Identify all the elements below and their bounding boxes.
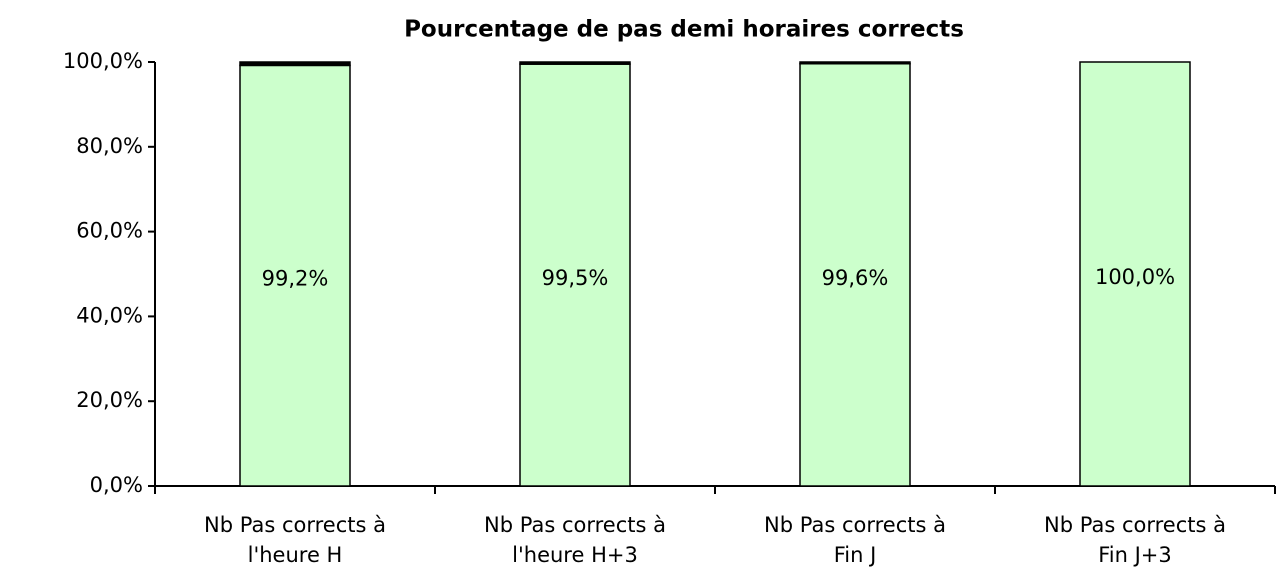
- bar-segment: [519, 63, 631, 487]
- bar-segment: [239, 64, 351, 487]
- data-label: 99,5%: [542, 266, 609, 290]
- x-tick-label: l'heure H: [248, 543, 343, 567]
- bar-segment: [519, 61, 631, 65]
- x-tick-label: Nb Pas corrects à: [1044, 513, 1226, 537]
- chart-title: Pourcentage de pas demi horaires correct…: [404, 17, 964, 43]
- x-tick-label: Nb Pas corrects à: [484, 513, 666, 537]
- x-tick-label: Nb Pas corrects à: [764, 513, 946, 537]
- y-tick-label: 0,0%: [90, 473, 143, 497]
- y-tick-label: 100,0%: [63, 49, 143, 73]
- x-tick-label: Fin J: [834, 543, 877, 567]
- bar-segment: [799, 61, 911, 65]
- bar-segment: [1079, 61, 1191, 487]
- x-tick-label: Fin J+3: [1098, 543, 1172, 567]
- y-tick-label: 40,0%: [76, 303, 143, 327]
- y-tick-label: 80,0%: [76, 134, 143, 158]
- y-tick-label: 60,0%: [76, 219, 143, 243]
- data-label: 99,6%: [822, 266, 889, 290]
- bar-segment: [239, 61, 351, 67]
- bar-segment: [799, 62, 911, 487]
- data-label: 99,2%: [262, 267, 329, 291]
- x-tick-label: l'heure H+3: [512, 543, 638, 567]
- y-tick-label: 20,0%: [76, 388, 143, 412]
- x-tick-label: Nb Pas corrects à: [204, 513, 386, 537]
- data-label: 100,0%: [1095, 265, 1175, 289]
